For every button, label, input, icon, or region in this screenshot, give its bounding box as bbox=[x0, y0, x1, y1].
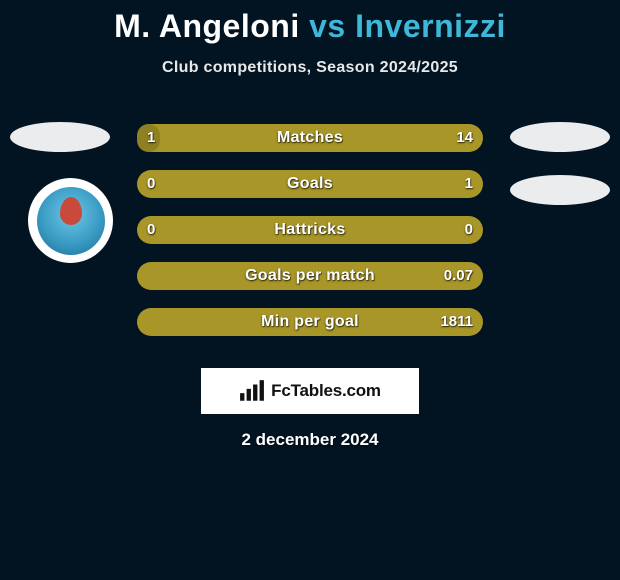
subtitle: Club competitions, Season 2024/2025 bbox=[0, 59, 620, 77]
club-logo-graphic bbox=[37, 187, 105, 255]
bar-chart-icon bbox=[239, 380, 265, 402]
stat-bar-right bbox=[137, 308, 483, 336]
page-title: M. Angeloni vs Invernizzi bbox=[0, 0, 620, 45]
branding-text: FcTables.com bbox=[271, 381, 381, 401]
stat-row: Min per goal1811 bbox=[137, 308, 483, 336]
player1-club-logo bbox=[28, 178, 113, 263]
stat-row: Matches114 bbox=[137, 124, 483, 152]
date-label: 2 december 2024 bbox=[0, 430, 620, 450]
player2-name: Invernizzi bbox=[355, 8, 506, 44]
stat-row: Hattricks00 bbox=[137, 216, 483, 244]
vs-word: vs bbox=[309, 8, 346, 44]
stat-row: Goals01 bbox=[137, 170, 483, 198]
player2-badge-placeholder bbox=[510, 122, 610, 152]
player2-club-placeholder bbox=[510, 175, 610, 205]
footer-area: FcTables.com 2 december 2024 bbox=[0, 352, 620, 450]
stats-bars: Matches114 Goals01 Hattricks00 Goals per ma… bbox=[137, 124, 483, 354]
stat-bar-right bbox=[137, 124, 483, 152]
stat-bar-right bbox=[137, 216, 483, 244]
stat-bar-right bbox=[137, 262, 483, 290]
stat-bar-right bbox=[137, 170, 483, 198]
player1-badge-placeholder bbox=[10, 122, 110, 152]
branding-box: FcTables.com bbox=[201, 368, 419, 414]
stat-bar-left bbox=[137, 124, 160, 152]
player1-name: M. Angeloni bbox=[114, 8, 300, 44]
comparison-widget: M. Angeloni vs Invernizzi Club competiti… bbox=[0, 0, 620, 580]
stat-row: Goals per match0.07 bbox=[137, 262, 483, 290]
